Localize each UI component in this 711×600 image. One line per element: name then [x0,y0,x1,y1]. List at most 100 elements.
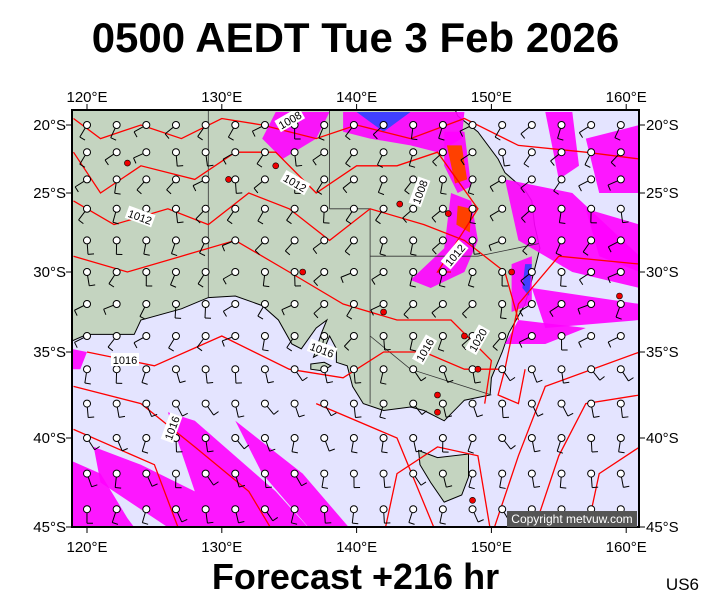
wind-station [557,300,566,308]
state-borders [207,110,539,404]
wind-barb-feather [273,410,279,415]
wind-station [379,268,388,276]
wind-station [231,175,240,184]
wind-station [409,365,418,374]
wind-barb-feather [379,253,386,256]
wind-station [290,505,299,514]
rain-dot [474,365,482,373]
wind-station [231,204,240,213]
wind-station [142,236,151,245]
isobar [73,385,271,527]
wind-station [290,236,299,245]
wind-station [616,268,625,276]
wind-barb-feather [207,450,214,453]
wind-station [379,365,388,374]
wind-station [349,236,358,245]
wind-barb-feather [182,412,188,417]
wind-station [587,365,596,374]
wind-barb-feather [519,310,524,317]
wind-barb-feather [477,519,484,523]
wind-barb-feather [610,161,616,167]
wind-station [527,332,536,340]
wind-station [498,469,507,478]
wind-station [527,469,536,478]
wind-station [83,365,91,374]
wind-barb-feather [181,518,188,523]
wind-station [231,268,240,276]
wind-station [290,148,299,157]
wind-barb-feather [431,249,437,255]
wind-barb-feather [79,163,86,168]
wind-barb-feather [74,186,79,193]
wind-station [409,236,418,245]
wind-station [616,148,625,157]
wind-barb-feather [84,382,91,385]
wind-station [231,434,240,442]
wind-station [320,300,329,308]
wind-barb-feather [143,253,150,256]
wind-station [171,399,180,408]
wind-barb-layer [74,121,634,525]
lat-label-right: 25°S [646,185,679,202]
wind-station [201,469,210,478]
wind-station [83,236,91,245]
rain-area [93,412,308,527]
isobar [497,369,526,405]
wind-barb-feather [615,316,622,320]
wind-barb-feather [622,221,629,224]
wind-barb-feather [142,522,149,525]
wind-barb-feather [228,136,234,141]
wind-station [557,121,566,129]
wind-station [171,148,180,157]
wind-barb-feather [301,482,308,487]
wind-station [468,148,477,157]
wind-station [349,175,358,184]
wind-barb-feather [164,133,170,139]
wind-station [616,121,625,129]
wind-barb-feather [195,218,201,224]
wind-barb-feather [238,415,245,418]
wind-barb-feather [379,416,386,420]
wind-station [616,399,625,408]
wind-barb-feather [196,346,203,352]
wind-station [349,365,358,374]
wind-station [379,469,388,478]
forecast-label: Forecast +216 hr [211,556,500,597]
wind-barb-feather [133,342,138,349]
wind-barb-feather [439,285,446,288]
wind-station [557,236,566,245]
wind-station [231,469,240,478]
wind-station [527,434,536,442]
wind-barb-feather [421,410,427,415]
wind-station [260,268,269,276]
wind-barb-feather [254,250,260,255]
wind-barb-feather [330,412,337,417]
lat-label-right: 30°S [646,264,679,281]
wind-station [349,469,358,478]
wind-barb-feather [103,308,107,315]
wind-barb-feather [492,346,498,351]
wind-station [349,268,358,276]
lon-label-bottom: 140°E [336,539,377,556]
wind-barb-feather [509,376,516,382]
wind-station [290,332,299,340]
wind-station [527,365,536,374]
wind-barb-feather [474,253,481,255]
wind-station [83,399,91,408]
wind-barb-feather [197,283,204,288]
wind-station [142,505,151,514]
wind-barb-feather [409,165,416,168]
wind-station [142,332,151,340]
wind-station [83,175,91,184]
wind-station [260,175,269,184]
wind-barb-feather [618,451,625,454]
wind-barb-feather [221,340,225,347]
wind-barb-feather [316,190,323,195]
wind-station [409,300,418,308]
wind-station [201,332,210,340]
wind-station [587,175,596,184]
wind-barb-feather [520,133,526,139]
wind-station [171,332,180,340]
wind-barb-feather [468,192,475,196]
wind-barb-feather [468,486,475,490]
